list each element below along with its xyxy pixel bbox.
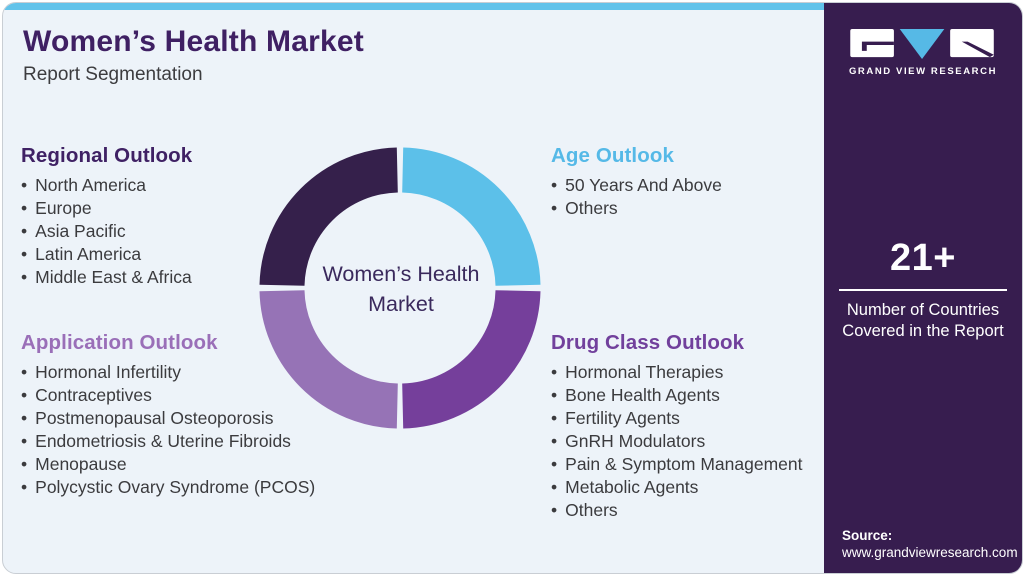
section-age-outlook: Age Outlook 50 Years And AboveOthers bbox=[551, 144, 841, 220]
stat-label-line1: Number of Countries bbox=[846, 300, 1000, 319]
list-item: Menopause bbox=[21, 453, 361, 476]
section-regional-outlook: Regional Outlook North AmericaEuropeAsia… bbox=[21, 144, 331, 289]
donut-center-label: Women’s Health Market bbox=[256, 144, 546, 434]
donut-chart bbox=[259, 147, 541, 429]
drug-class-item-list: Hormonal TherapiesBone Health AgentsFert… bbox=[551, 361, 841, 522]
gvr-logo-icon bbox=[850, 29, 994, 60]
countries-stat: 21+ Number of Countries Covered in the R… bbox=[824, 237, 1022, 342]
section-title-regional: Regional Outlook bbox=[21, 144, 193, 167]
donut-segment-application bbox=[259, 289, 399, 429]
list-item: Middle East & Africa bbox=[21, 266, 331, 289]
source-label: Source: bbox=[842, 528, 893, 543]
brand-name: GRAND VIEW RESEARCH bbox=[848, 66, 998, 77]
list-item: Latin America bbox=[21, 243, 331, 266]
list-item: GnRH Modulators bbox=[551, 430, 841, 453]
section-application-outlook: Application Outlook Hormonal Infertility… bbox=[21, 331, 361, 499]
list-item: Polycystic Ovary Syndrome (PCOS) bbox=[21, 476, 361, 499]
stat-value: 21+ bbox=[890, 237, 956, 279]
donut-segment-drug-class bbox=[401, 289, 541, 429]
stat-label: Number of Countries Covered in the Repor… bbox=[824, 300, 1022, 342]
list-item: Metabolic Agents bbox=[551, 476, 841, 499]
list-item: Contraceptives bbox=[21, 384, 361, 407]
donut-center-line2: Market bbox=[368, 292, 434, 316]
list-item: Others bbox=[551, 499, 841, 522]
list-item: Others bbox=[551, 197, 841, 220]
application-item-list: Hormonal InfertilityContraceptivesPostme… bbox=[21, 361, 361, 499]
list-item: 50 Years And Above bbox=[551, 174, 841, 197]
section-drug-class-outlook: Drug Class Outlook Hormonal TherapiesBon… bbox=[551, 331, 841, 522]
list-item: Postmenopausal Osteoporosis bbox=[21, 407, 361, 430]
list-item: Europe bbox=[21, 197, 331, 220]
stat-divider bbox=[839, 289, 1007, 291]
list-item: Fertility Agents bbox=[551, 407, 841, 430]
list-item: North America bbox=[21, 174, 331, 197]
page-title: Women’s Health Market bbox=[23, 25, 364, 58]
source-block: Source: www.grandviewresearch.com bbox=[842, 528, 1018, 560]
list-item: Endometriosis & Uterine Fibroids bbox=[21, 430, 361, 453]
regional-item-list: North AmericaEuropeAsia PacificLatin Ame… bbox=[21, 174, 331, 289]
top-accent-bar bbox=[3, 3, 824, 10]
section-title-application: Application Outlook bbox=[21, 331, 218, 354]
list-item: Bone Health Agents bbox=[551, 384, 841, 407]
donut-center-line1: Women’s Health bbox=[322, 261, 480, 286]
header: Women’s Health Market Report Segmentatio… bbox=[23, 25, 364, 86]
stat-label-line2: Covered in the Report bbox=[842, 321, 1004, 340]
donut-segment-age bbox=[401, 147, 541, 287]
list-item: Pain & Symptom Management bbox=[551, 453, 841, 476]
donut-segment-regional bbox=[259, 147, 399, 287]
section-title-age: Age Outlook bbox=[551, 144, 674, 167]
age-item-list: 50 Years And AboveOthers bbox=[551, 174, 841, 220]
brand-sidebar: GRAND VIEW RESEARCH 21+ Number of Countr… bbox=[824, 3, 1022, 573]
source-url: www.grandviewresearch.com bbox=[842, 545, 1018, 560]
list-item: Hormonal Infertility bbox=[21, 361, 361, 384]
list-item: Asia Pacific bbox=[21, 220, 331, 243]
section-title-drug-class: Drug Class Outlook bbox=[551, 331, 745, 354]
page-subtitle: Report Segmentation bbox=[23, 64, 203, 85]
list-item: Hormonal Therapies bbox=[551, 361, 841, 384]
